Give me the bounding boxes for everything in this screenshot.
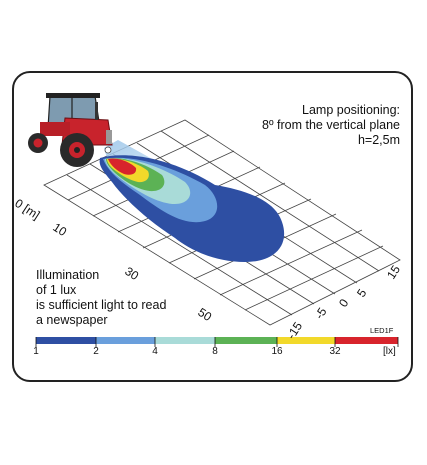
tractor-icon [28, 93, 113, 167]
scale-label-16: 16 [271, 346, 283, 357]
scale-label-1: 1 [33, 346, 39, 357]
lamp-line-3: h=2,5m [357, 133, 400, 147]
color-scale-bar [35, 337, 399, 347]
isolux-zones [99, 155, 285, 262]
scale-label-4: 4 [152, 346, 158, 357]
note-line-4: a newspaper [36, 313, 108, 327]
lamp-line-2: 8º from the vertical plane [262, 118, 400, 132]
scale-label-32: 32 [329, 346, 341, 357]
lamp-line-1: Lamp positioning: [302, 103, 400, 117]
note-line-2: of 1 lux [36, 283, 77, 297]
note-line-3: is sufficient light to read [36, 298, 167, 312]
illumination-note: Illumination of 1 lux is sufficient ligh… [36, 268, 236, 328]
scale-label-2: 2 [93, 346, 99, 357]
zone-32-lux [108, 158, 137, 175]
scale-label-8: 8 [212, 346, 218, 357]
scale-unit: [lx] [383, 346, 396, 357]
lamp-positioning-text: Lamp positioning: 8º from the vertical p… [230, 103, 400, 148]
model-label: LED1F [370, 326, 394, 335]
note-line-1: Illumination [36, 268, 100, 282]
